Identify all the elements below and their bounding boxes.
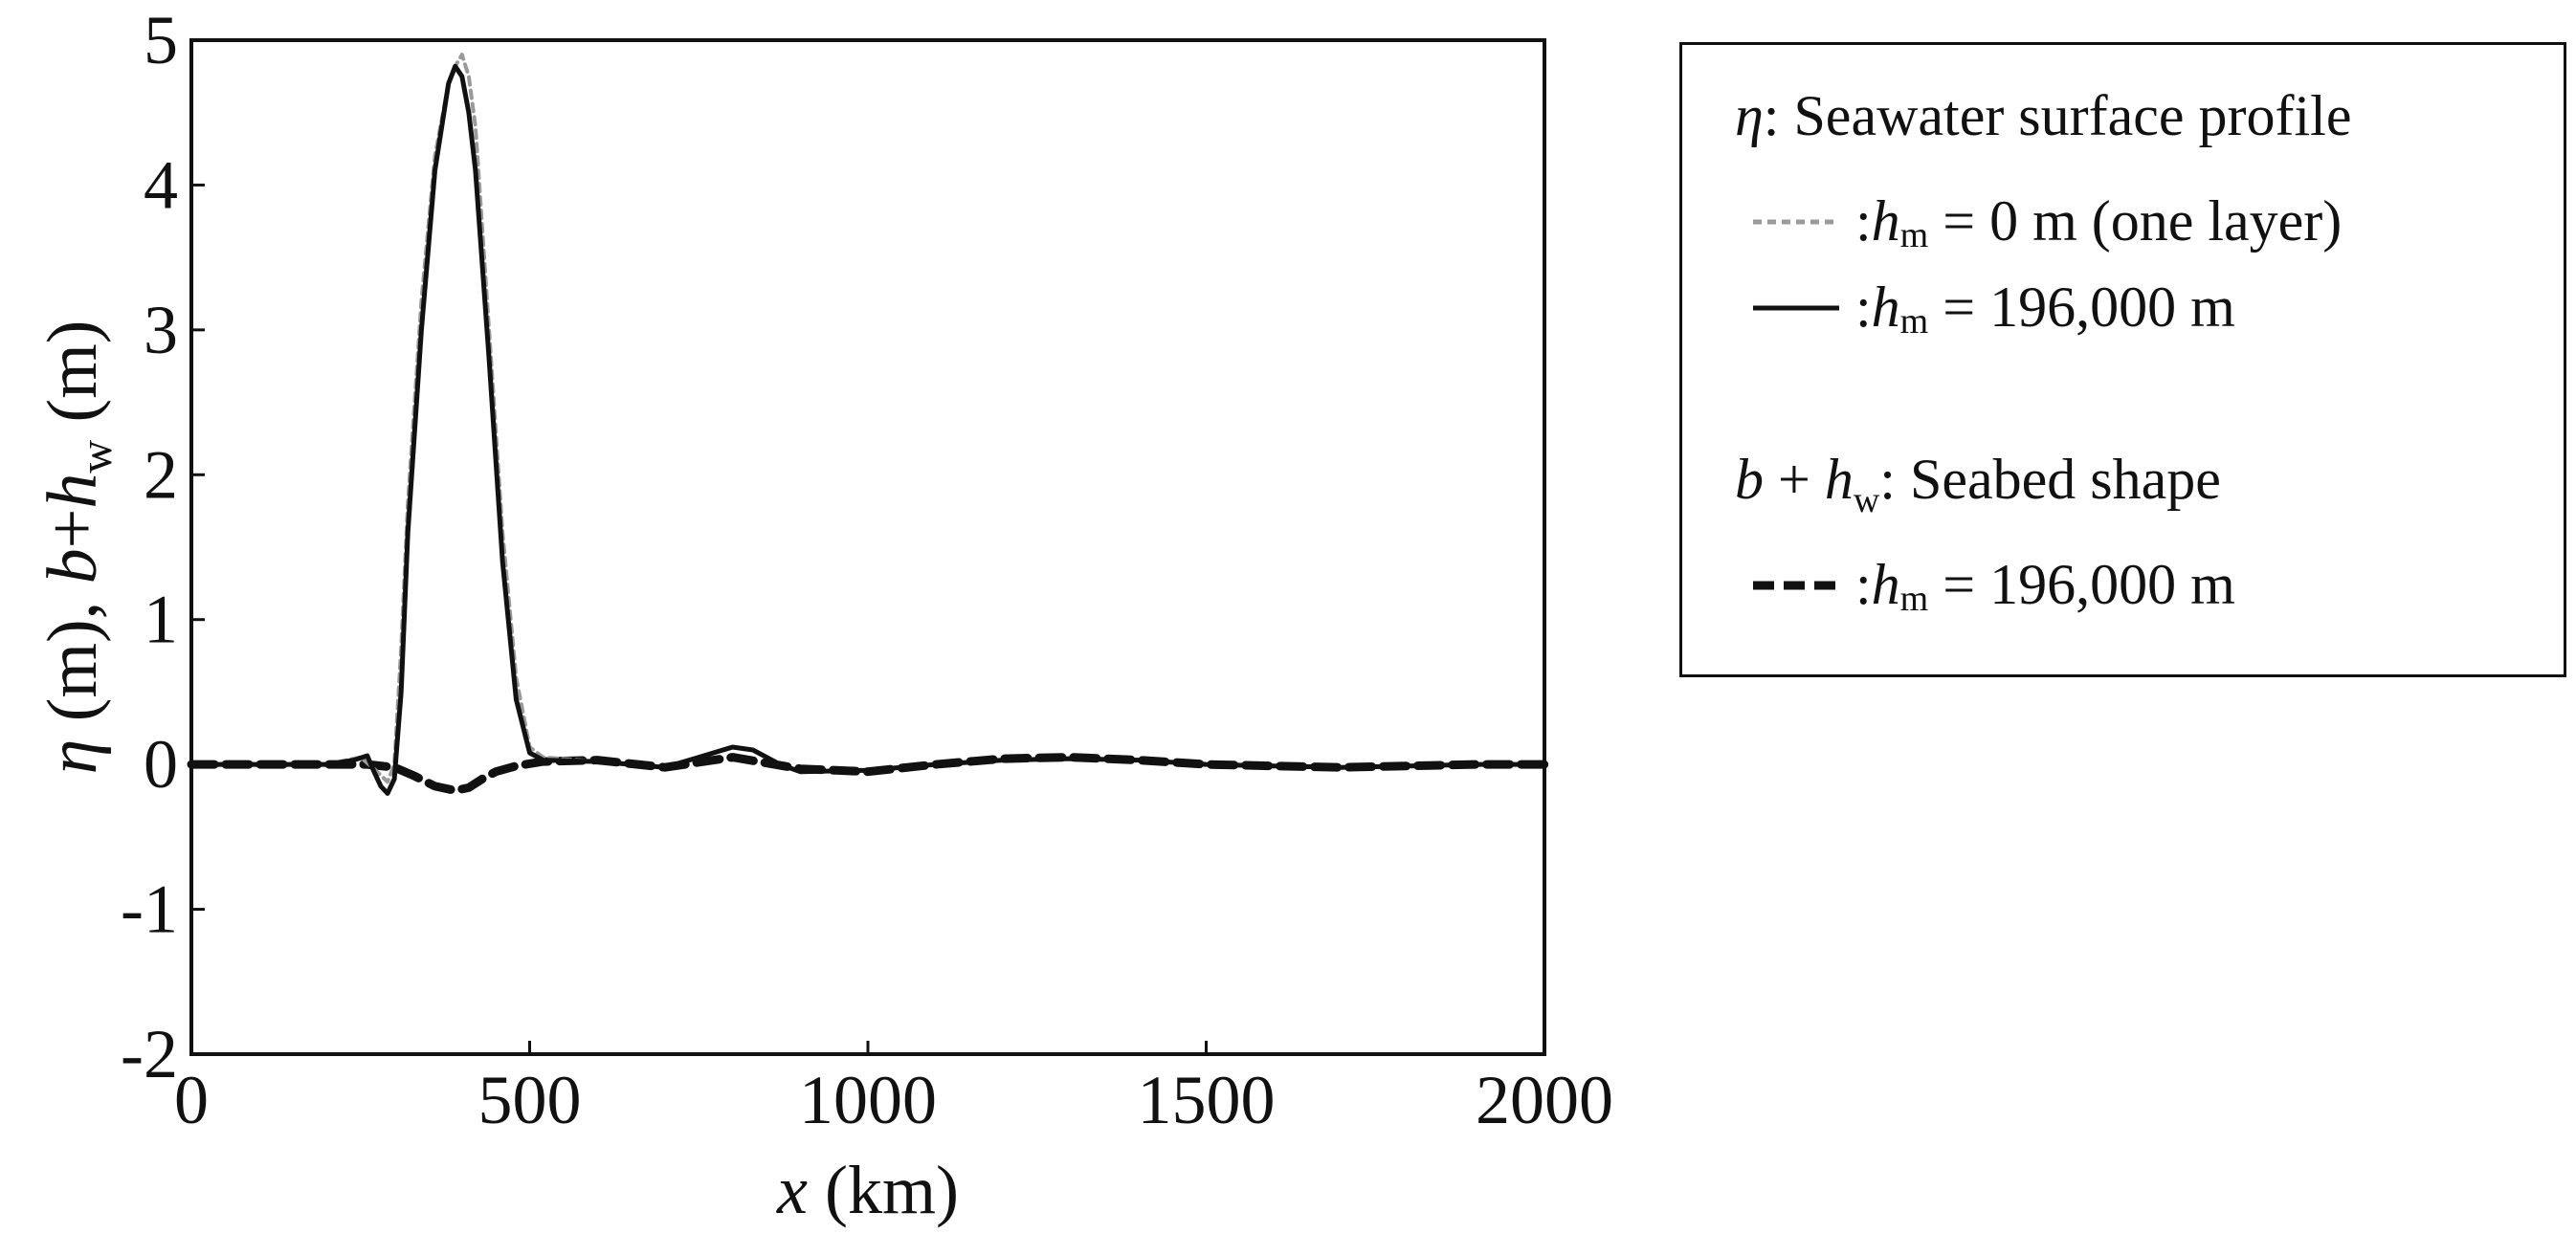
x-axis-ticks: 0 500 1000 1500 2000 xyxy=(174,1041,1613,1138)
x-tick-label: 1500 xyxy=(1138,1062,1276,1138)
y-tick-label: 3 xyxy=(144,292,178,368)
chart: -2 -1 0 1 2 3 4 5 0 500 1000 1500 2000 x (km) η (m)… xyxy=(33,2,1613,1228)
series-line-1 xyxy=(189,63,1547,796)
y-tick-label: 4 xyxy=(144,146,178,223)
legend-swatch-thick-dashed xyxy=(1753,581,1839,589)
legend-seabed-plus: + xyxy=(1764,448,1825,511)
legend-seabed-sub: w xyxy=(1853,480,1880,520)
x-tick-label: 0 xyxy=(174,1062,209,1138)
y-tick-label: -2 xyxy=(121,1016,178,1092)
legend-entry3-value: = 196,000 m xyxy=(1928,553,2235,616)
legend-seabed-b: b xyxy=(1735,448,1764,511)
y-tick-label: 1 xyxy=(144,582,178,658)
legend-swatch-gray-dotted xyxy=(1753,219,1839,224)
legend-eta-heading-text: Seawater surface profile xyxy=(1793,84,2352,147)
y-axis-label: η (m), b+hw (m) xyxy=(33,320,122,775)
legend-entry3-var: h xyxy=(1871,553,1900,616)
series-layer xyxy=(187,53,1549,796)
x-tick-label: 1000 xyxy=(799,1062,937,1138)
plot-frame xyxy=(189,38,1546,1056)
y-tick-label: 0 xyxy=(144,726,178,803)
y-axis-ticks: -2 -1 0 1 2 3 4 5 xyxy=(121,2,205,1092)
x-tick-label: 2000 xyxy=(1476,1062,1613,1138)
legend-entry2-var: h xyxy=(1871,275,1900,339)
legend-eta-symbol: η xyxy=(1735,84,1764,147)
legend-entry1-var: h xyxy=(1871,189,1900,253)
legend-eta-heading: η: Seawater surface profile xyxy=(1735,84,2352,147)
legend-swatch-solid xyxy=(1753,305,1839,310)
legend-entry2-sub: m xyxy=(1899,300,1929,342)
series-line-0 xyxy=(189,53,1546,784)
y-tick-label: 2 xyxy=(144,436,178,513)
legend-entry1-value: = 0 m (one layer) xyxy=(1928,189,2343,253)
x-axis-label: x (km) xyxy=(776,1152,959,1228)
legend-seabed-h: h xyxy=(1824,448,1854,511)
legend-seabed-heading-text: Seabed shape xyxy=(1909,448,2221,511)
y-tick-label: 5 xyxy=(144,2,178,78)
legend-entry3-sub: m xyxy=(1899,578,1929,619)
legend-seabed-heading: b + hw: Seabed shape xyxy=(1735,448,2221,520)
legend-entry2-value: = 196,000 m xyxy=(1928,275,2235,339)
legend-entry1-sub: m xyxy=(1899,214,1929,255)
x-tick-label: 500 xyxy=(478,1062,582,1138)
y-tick-label: -1 xyxy=(121,871,178,948)
